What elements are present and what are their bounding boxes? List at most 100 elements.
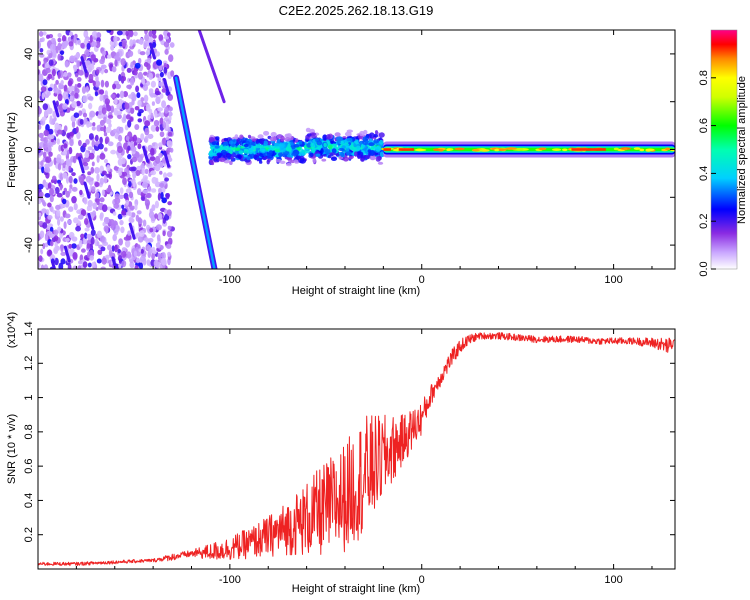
colorbar-axis: 0.0 0.2 0.4 0.6 0.8 [698,70,716,277]
noise-speckle [101,257,107,265]
noise-speckle [140,133,145,141]
noise-speckle [111,66,117,73]
noise-speckle [114,197,121,205]
band-blob [356,145,361,152]
carrier-highlight [415,148,424,152]
noise-speckle [164,106,169,114]
noise-speckle [82,261,88,268]
x-tick-label: 0 [419,574,425,586]
noise-speckle [67,219,72,225]
noise-speckle [64,213,71,219]
y-tick-label: 1.2 [23,356,35,371]
colorbar-tick-label: 0.8 [698,70,710,85]
band-blob [373,133,378,138]
noise-speckle [140,97,145,102]
noise-speckle [99,153,106,160]
noise-speckle [162,121,167,129]
noise-speckle [55,157,62,163]
band-blob [336,140,341,144]
noise-speckle [41,92,45,100]
carrier-highlight [446,148,451,151]
noise-speckle [85,139,90,145]
y-tick-label: 1.4 [23,321,35,336]
noise-speckle [151,232,156,238]
band-blob [229,160,233,165]
noise-speckle [78,260,83,265]
noise-speckle [64,61,69,68]
noise-speckle [73,203,78,211]
noise-speckle [117,145,123,154]
noise-speckle [105,173,111,178]
noise-speckle [94,167,100,174]
noise-speckle [140,248,144,254]
noise-speckle [106,105,112,112]
band-blob [306,133,312,137]
noise-speckle [76,131,81,140]
noise-speckle [98,143,104,150]
band-blob [228,140,234,145]
noise-speckle [53,246,59,255]
noise-speckle [122,76,126,81]
noise-speckle [139,51,146,56]
noise-speckle [102,222,106,227]
band-blob [279,160,286,164]
band-blob [309,152,314,158]
noise-speckle [43,109,49,117]
noise-speckle [79,118,84,125]
noise-speckle [110,149,117,155]
noise-speckle [114,224,121,233]
noise-speckle [68,175,73,184]
noise-speckle [121,210,127,216]
noise-speckle [42,242,46,250]
noise-speckle [56,138,60,145]
noise-speckle [40,248,44,255]
noise-streak [142,145,150,163]
noise-speckle [144,168,149,175]
noise-speckle [115,83,121,90]
noise-speckle [39,48,44,53]
noise-speckle [150,80,156,88]
noise-speckle [59,216,64,222]
noise-speckle [68,165,72,171]
noise-speckle [65,237,70,242]
noise-speckle [101,107,107,115]
band-blob [290,142,294,146]
noise-speckle [42,151,47,159]
y-tick-label: -20 [23,189,35,205]
band-blob [285,163,292,167]
noise-speckle [61,35,67,42]
noise-speckle [165,193,170,200]
carrier-highlight [552,148,562,151]
noise-speckle [67,72,72,78]
band-blob [327,155,332,159]
noise-streak [111,256,118,269]
band-blob [259,160,263,164]
noise-speckle [100,126,104,132]
noise-speckle [147,134,154,139]
noise-speckle [131,146,137,152]
noise-speckle [158,152,163,158]
colorbar-tick-label: 0.4 [698,166,710,181]
noise-speckle [113,35,118,43]
noise-speckle [94,134,99,142]
noise-speckle [92,210,97,217]
noise-speckle [169,42,175,48]
band-blob [278,142,285,148]
noise-speckle [112,211,117,216]
noise-speckle [73,64,78,72]
x-tick-label: 100 [604,574,622,586]
noise-speckle [38,124,42,130]
noise-speckle [49,115,53,122]
noise-speckle [127,145,131,151]
noise-speckle [44,242,49,248]
noise-streak [51,260,57,269]
noise-speckle [160,112,165,118]
noise-speckle [55,79,59,85]
band-blob [213,157,218,162]
noise-speckle [123,236,130,241]
noise-speckle [155,96,161,105]
noise-speckle [84,227,90,232]
noise-speckle [151,30,157,36]
band-blob [334,132,341,137]
noise-speckle [134,203,138,211]
